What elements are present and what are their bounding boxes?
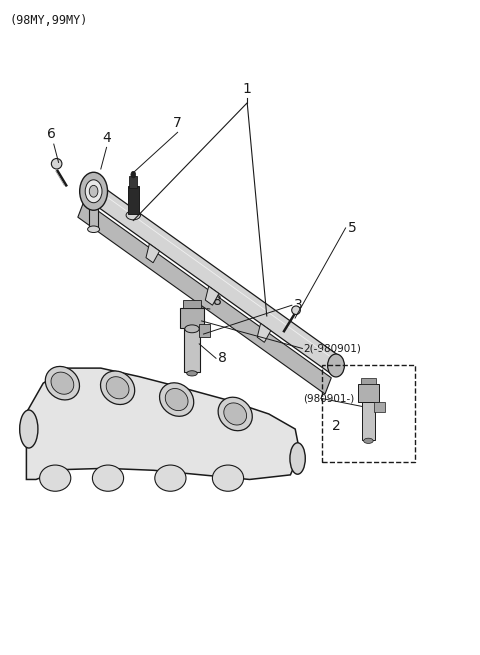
Ellipse shape xyxy=(185,325,199,333)
Bar xyxy=(183,300,201,308)
Text: 5: 5 xyxy=(348,221,356,235)
Text: 4: 4 xyxy=(102,132,111,145)
Ellipse shape xyxy=(92,465,124,491)
Bar xyxy=(128,187,139,214)
Text: 7: 7 xyxy=(173,116,182,130)
Ellipse shape xyxy=(290,443,305,474)
Polygon shape xyxy=(257,324,271,343)
Text: 8: 8 xyxy=(218,351,227,365)
Polygon shape xyxy=(146,244,159,263)
Bar xyxy=(89,203,98,229)
Ellipse shape xyxy=(45,366,80,400)
Text: (980901-): (980901-) xyxy=(303,393,355,403)
Text: 2(-980901): 2(-980901) xyxy=(303,343,361,354)
Text: (98MY,99MY): (98MY,99MY) xyxy=(10,14,88,28)
Ellipse shape xyxy=(88,226,100,233)
Ellipse shape xyxy=(80,172,108,210)
Ellipse shape xyxy=(165,388,188,411)
Ellipse shape xyxy=(224,403,247,425)
Bar xyxy=(322,365,415,462)
Ellipse shape xyxy=(218,397,252,431)
Bar xyxy=(180,308,204,328)
Ellipse shape xyxy=(292,306,300,314)
Text: 2: 2 xyxy=(332,419,340,433)
Ellipse shape xyxy=(89,185,98,197)
Bar xyxy=(184,328,200,372)
Ellipse shape xyxy=(106,377,129,399)
Ellipse shape xyxy=(20,410,38,448)
Bar xyxy=(374,402,385,412)
Ellipse shape xyxy=(364,438,373,443)
Ellipse shape xyxy=(39,465,71,491)
Ellipse shape xyxy=(100,371,135,405)
Ellipse shape xyxy=(51,372,74,394)
Text: 6: 6 xyxy=(48,128,56,141)
Ellipse shape xyxy=(212,465,243,491)
Bar xyxy=(199,324,210,337)
Text: 3: 3 xyxy=(294,298,302,312)
Polygon shape xyxy=(205,286,219,305)
Polygon shape xyxy=(78,201,331,394)
Ellipse shape xyxy=(126,211,141,220)
Ellipse shape xyxy=(327,354,344,377)
Text: 1: 1 xyxy=(243,83,252,96)
Ellipse shape xyxy=(159,383,194,417)
Ellipse shape xyxy=(131,172,136,178)
Text: 8: 8 xyxy=(213,294,222,308)
Ellipse shape xyxy=(155,465,186,491)
Bar xyxy=(362,402,375,440)
Ellipse shape xyxy=(187,371,197,376)
Bar xyxy=(130,176,137,188)
Bar xyxy=(361,378,376,384)
Ellipse shape xyxy=(51,159,62,169)
Bar xyxy=(358,384,379,402)
Ellipse shape xyxy=(85,180,102,203)
Polygon shape xyxy=(26,368,300,479)
Polygon shape xyxy=(85,179,339,375)
